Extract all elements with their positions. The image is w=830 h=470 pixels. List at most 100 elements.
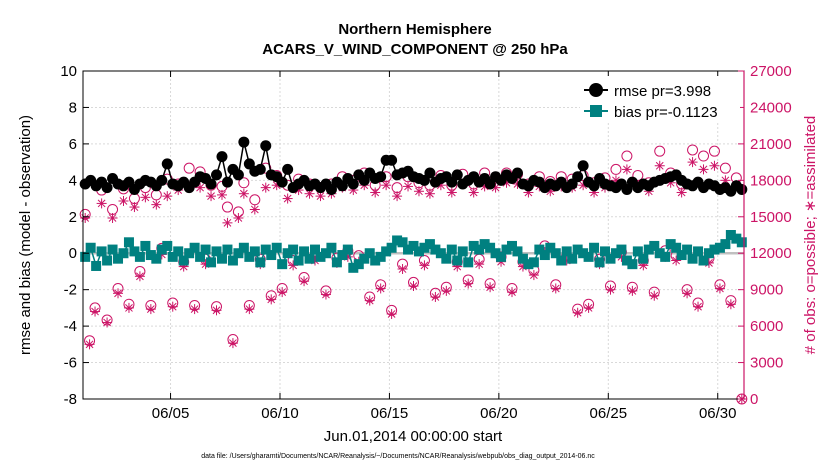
assimilated-obs-marker	[441, 285, 452, 296]
bias-point	[162, 240, 173, 251]
bias-point	[299, 246, 310, 257]
y-tick-label: 2	[69, 209, 77, 226]
possible-obs-marker	[249, 194, 261, 206]
bias-point	[211, 246, 222, 257]
asterisk-stroke	[529, 271, 538, 279]
bias-point	[714, 242, 725, 253]
y2-tick-label: 18000	[750, 172, 792, 189]
bias-point	[320, 248, 331, 259]
assimilated-obs-marker	[676, 187, 687, 198]
bias-point	[474, 244, 485, 255]
asterisk-stroke	[726, 300, 735, 309]
asterisk-stroke	[442, 286, 451, 295]
y2-tick-label: 24000	[750, 99, 792, 116]
bias-point	[709, 244, 720, 255]
asterisk-stroke	[207, 192, 215, 201]
rmse-point	[205, 178, 217, 190]
assimilated-obs-marker	[403, 181, 414, 192]
bias-point	[643, 244, 654, 255]
bias-point	[184, 248, 195, 259]
x-tick-label: 06/25	[590, 405, 628, 422]
assimilated-obs-marker	[654, 160, 665, 171]
asterisk-stroke	[130, 203, 139, 211]
assimilated-obs-marker	[370, 187, 381, 198]
bias-point	[359, 253, 370, 264]
asterisk-stroke	[136, 272, 144, 281]
assimilated-obs-marker	[277, 287, 288, 298]
assimilated-obs-marker	[206, 191, 217, 202]
asterisk-stroke	[508, 288, 516, 296]
possible-obs-marker	[698, 150, 710, 162]
asterisk-stroke	[190, 305, 199, 313]
assimilated-obs-marker	[222, 217, 233, 228]
assimilated-obs-marker	[474, 259, 485, 270]
asterisk-stroke	[218, 191, 226, 199]
bias-point	[605, 253, 616, 264]
asterisk-stroke	[420, 261, 429, 270]
y2-tick-label: 3000	[750, 355, 783, 372]
assimilated-obs-marker	[583, 302, 594, 313]
bias-point	[583, 251, 594, 262]
bias-point	[517, 253, 528, 264]
asterisk-stroke	[486, 283, 494, 292]
possible-obs-marker	[610, 163, 622, 175]
asterisk-stroke	[212, 306, 221, 315]
assimilated-obs-marker	[550, 283, 561, 294]
bias-point	[129, 246, 140, 257]
bias-point	[331, 257, 342, 268]
assimilated-obs-marker	[649, 290, 660, 301]
rmse-point	[211, 169, 223, 181]
asterisk-stroke	[316, 192, 325, 201]
bias-point	[123, 237, 134, 248]
rmse-point	[254, 163, 266, 175]
bias-point	[506, 240, 517, 251]
chart-subtitle: ACARS_V_WIND_COMPONENT @ 250 hPa	[262, 41, 568, 58]
asterisk-stroke	[431, 293, 440, 301]
y2-tick-label: 9000	[750, 282, 783, 299]
asterisk-stroke	[278, 288, 287, 296]
bias-point	[441, 253, 452, 264]
assimilated-obs-marker	[118, 195, 129, 206]
bias-point	[293, 255, 304, 266]
bias-point	[720, 239, 731, 250]
possible-obs-marker	[128, 193, 140, 205]
assimilated-obs-marker	[446, 187, 457, 198]
bias-point	[238, 242, 249, 253]
bias-point	[419, 242, 430, 253]
asterisk-stroke	[415, 187, 423, 196]
y-tick-label: 10	[60, 63, 77, 80]
bias-point	[364, 248, 375, 259]
bias-point	[145, 250, 156, 261]
assimilated-obs-marker	[123, 302, 134, 313]
asterisk-stroke	[97, 199, 106, 208]
bias-point	[501, 244, 512, 255]
assimilated-obs-marker	[698, 164, 709, 175]
grid-lines	[83, 70, 744, 400]
bias-point	[660, 251, 671, 262]
bias-point	[85, 242, 96, 253]
bias-point	[227, 255, 238, 266]
asterisk-stroke	[694, 302, 702, 311]
asterisk-stroke	[141, 193, 150, 202]
rmse-point	[511, 167, 523, 179]
asterisk-stroke	[623, 165, 631, 174]
bias-point	[315, 251, 326, 262]
asterisk-stroke	[584, 303, 593, 312]
bias-point	[550, 248, 561, 259]
asterisk-stroke	[196, 183, 204, 192]
asterisk-stroke	[239, 189, 248, 198]
bias-point	[496, 251, 507, 262]
y-tick-label: 6	[69, 136, 77, 153]
bias-point	[249, 246, 260, 257]
asterisk-stroke	[573, 308, 582, 317]
asterisk-stroke	[628, 286, 637, 295]
bias-point	[457, 246, 468, 257]
bias-point	[255, 257, 266, 268]
x-tick-label: 06/10	[261, 405, 299, 422]
bias-point	[589, 242, 600, 253]
bias-point	[370, 255, 381, 266]
asterisk-stroke	[85, 340, 94, 349]
assimilated-obs-marker	[528, 270, 539, 281]
bias-point	[156, 244, 167, 255]
asterisk-stroke	[475, 260, 484, 269]
